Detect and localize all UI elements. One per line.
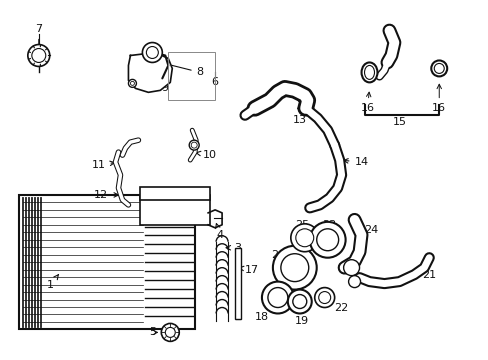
- Circle shape: [161, 323, 179, 341]
- Circle shape: [272, 246, 316, 289]
- Circle shape: [32, 49, 46, 62]
- Ellipse shape: [361, 62, 377, 82]
- Text: 10: 10: [196, 150, 217, 160]
- Text: 4: 4: [215, 224, 223, 240]
- Text: 17: 17: [239, 265, 259, 275]
- Circle shape: [280, 254, 308, 282]
- Circle shape: [128, 80, 136, 87]
- Text: 22: 22: [327, 300, 348, 312]
- Text: 23: 23: [322, 220, 336, 230]
- Text: 15: 15: [391, 117, 406, 127]
- Text: 11: 11: [91, 160, 114, 170]
- Text: 18: 18: [254, 301, 275, 323]
- Circle shape: [316, 229, 338, 251]
- Text: 7: 7: [35, 24, 42, 33]
- Circle shape: [348, 276, 360, 288]
- Circle shape: [318, 292, 330, 303]
- Polygon shape: [128, 53, 172, 92]
- Text: 21: 21: [421, 270, 435, 280]
- Bar: [235, 248, 241, 319]
- Text: 2: 2: [182, 205, 194, 215]
- Text: 1: 1: [47, 274, 59, 289]
- Circle shape: [191, 142, 197, 148]
- Ellipse shape: [364, 66, 374, 80]
- Circle shape: [433, 63, 443, 73]
- Text: 20: 20: [270, 250, 291, 265]
- Circle shape: [165, 328, 175, 337]
- Text: 24: 24: [358, 225, 378, 235]
- Text: 8: 8: [164, 62, 203, 77]
- Text: 25: 25: [294, 220, 308, 230]
- Text: 9: 9: [136, 82, 168, 93]
- Text: 19: 19: [294, 306, 308, 327]
- Circle shape: [146, 46, 158, 58]
- Circle shape: [262, 282, 293, 314]
- Text: 6: 6: [211, 77, 218, 87]
- Text: 5: 5: [148, 327, 156, 337]
- Circle shape: [309, 222, 345, 258]
- Circle shape: [295, 229, 313, 247]
- Text: 16: 16: [431, 84, 446, 113]
- Text: 13: 13: [292, 104, 306, 125]
- Bar: [140, 187, 210, 200]
- Circle shape: [267, 288, 287, 307]
- Bar: [168, 53, 215, 100]
- Circle shape: [343, 260, 359, 276]
- Text: 16: 16: [360, 92, 374, 113]
- Circle shape: [130, 81, 134, 85]
- Bar: [19, 195, 195, 329]
- Circle shape: [189, 140, 199, 150]
- Circle shape: [430, 60, 447, 76]
- Circle shape: [290, 224, 318, 252]
- Text: 12: 12: [93, 190, 118, 200]
- Circle shape: [292, 294, 306, 309]
- Bar: [140, 195, 210, 225]
- Text: 3: 3: [225, 243, 241, 253]
- Circle shape: [28, 45, 50, 67]
- Circle shape: [287, 289, 311, 314]
- Circle shape: [314, 288, 334, 307]
- Circle shape: [142, 42, 162, 62]
- Text: 14: 14: [343, 157, 368, 167]
